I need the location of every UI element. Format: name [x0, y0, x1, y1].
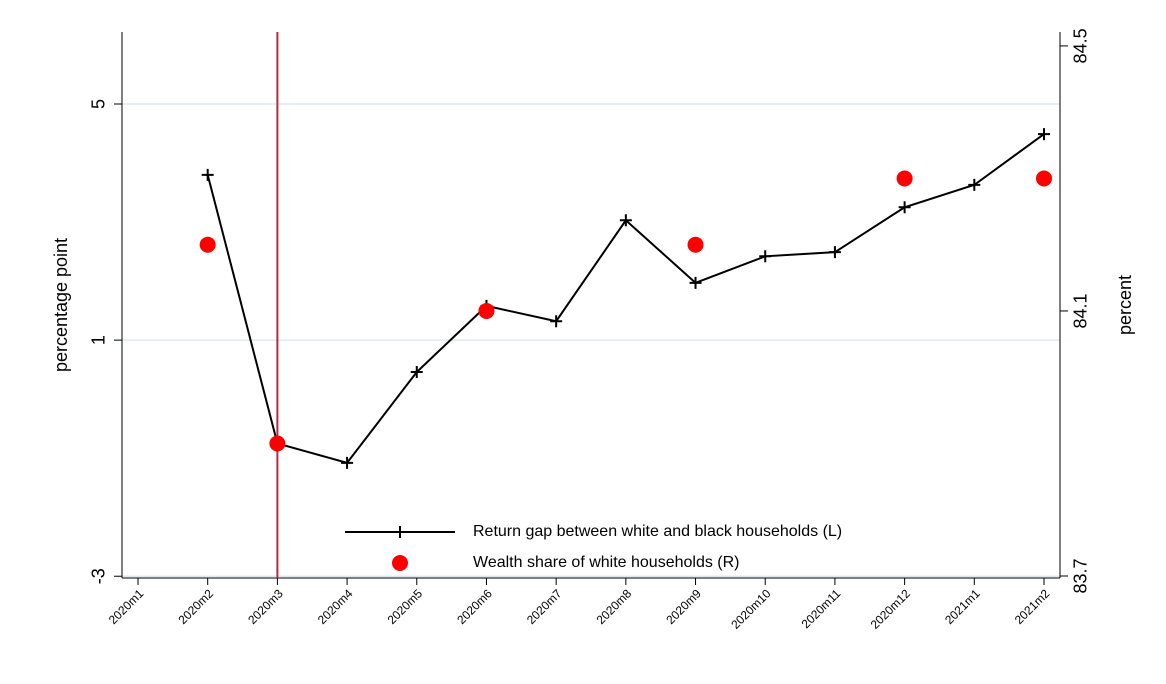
- x-tick-label: 2020m9: [663, 586, 704, 627]
- point: [687, 236, 704, 253]
- y-tick-label: 5: [89, 99, 109, 109]
- point: [269, 435, 286, 452]
- y-axis-title: percentage point: [51, 238, 71, 372]
- y2-tick-label: 84.5: [1071, 28, 1091, 63]
- point: [199, 236, 216, 253]
- point: [201, 168, 214, 181]
- series-line: [206, 133, 1045, 465]
- x-tick-label: 2021m2: [1012, 586, 1053, 627]
- x-tick-label: 2020m12: [868, 586, 914, 632]
- point: [341, 456, 354, 469]
- point: [896, 170, 913, 187]
- y-tick-label: -3: [89, 568, 109, 584]
- y-tick-label: 1: [89, 335, 109, 345]
- x-tick-label: 2020m5: [385, 586, 426, 627]
- y2-tick-label: 83.7: [1071, 558, 1091, 593]
- legend-label: Return gap between white and black house…: [473, 523, 842, 540]
- point: [1036, 170, 1052, 187]
- x-tick-label: 2021m1: [942, 586, 983, 627]
- point: [689, 276, 702, 289]
- x-tick-label: 2020m11: [799, 586, 844, 631]
- point: [550, 315, 563, 328]
- x-tick-label: 2020m3: [245, 586, 286, 627]
- point: [968, 178, 981, 191]
- point: [410, 365, 423, 378]
- x-tick-label: 2020m10: [728, 586, 774, 632]
- x-tick-label: 2020m6: [454, 586, 495, 627]
- legend-marker: [392, 555, 408, 571]
- point: [1038, 128, 1050, 141]
- point: [478, 302, 495, 319]
- x-tick-label: 2020m2: [175, 586, 216, 627]
- point: [759, 250, 772, 263]
- point: [619, 214, 632, 227]
- y2-tick-label: 84.1: [1071, 293, 1091, 328]
- x-tick-label: 2020m1: [106, 586, 147, 627]
- legend-marker: [394, 526, 406, 538]
- legend-label: Wealth share of white households (R): [473, 554, 740, 571]
- x-tick-label: 2020m4: [315, 586, 356, 627]
- x-tick-label: 2020m8: [594, 586, 635, 627]
- point: [828, 246, 841, 259]
- y2-axis-title: percent: [1115, 275, 1135, 335]
- point: [898, 201, 911, 214]
- x-tick-label: 2020m7: [524, 586, 565, 627]
